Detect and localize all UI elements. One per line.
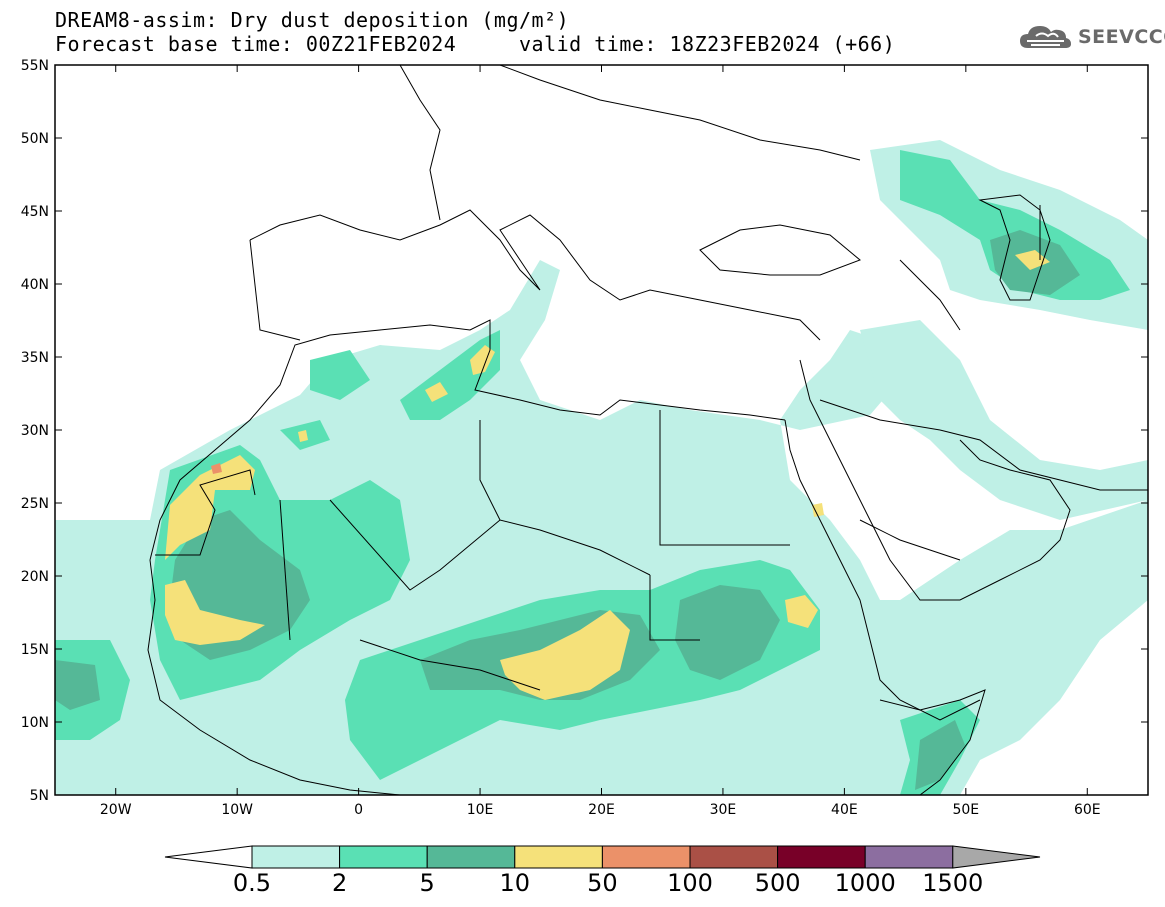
colorbar-level-label: 50 xyxy=(587,869,618,897)
lon-tick-label: 30E xyxy=(710,802,737,818)
colorbar-segment xyxy=(426,845,516,869)
lat-tick-label: 5N xyxy=(30,788,49,804)
dust-fill-layer xyxy=(55,140,1148,795)
lat-tick-label: 35N xyxy=(21,350,49,366)
lon-tick-label: 20E xyxy=(588,802,615,818)
lat-tick-label: 50N xyxy=(21,131,49,147)
lat-tick-label: 45N xyxy=(21,204,49,220)
colorbar-segment xyxy=(251,845,341,869)
colorbar-level-label: 1000 xyxy=(835,869,896,897)
map-title: DREAM8-assim: Dry dust deposition (mg/m²… xyxy=(55,8,570,32)
colorbar-segment xyxy=(601,845,691,869)
map-plot-area xyxy=(55,65,1148,795)
coastlines-borders xyxy=(147,65,1148,795)
lon-tick-label: 0 xyxy=(354,802,363,818)
lon-tick-label: 20W xyxy=(100,802,132,818)
colorbar-segment xyxy=(777,845,866,869)
logo-text: SEEVCCC xyxy=(1078,26,1165,48)
lat-tick-label: 55N xyxy=(21,58,49,74)
colorbar-over-arrow xyxy=(952,845,1041,869)
cloud-logo-icon xyxy=(1020,26,1071,48)
colorbar-level-label: 10 xyxy=(500,869,531,897)
colorbar-level-label: 2 xyxy=(332,869,347,897)
colorbar-level-label: 100 xyxy=(667,869,713,897)
colorbar-under-arrow xyxy=(164,845,253,869)
lat-tick-label: 40N xyxy=(21,277,49,293)
axis-ticks: 55N 50N 45N 40N 35N 30N 25N 20N 15N 10N 5N 20W 10W 0 1… xyxy=(21,58,1148,818)
colorbar-level-label: 500 xyxy=(755,869,801,897)
lon-tick-label: 60E xyxy=(1074,802,1101,818)
colorbar-segment xyxy=(339,845,428,869)
colorbar: 0.5 2 5 10 50 100 500 1000 1500 xyxy=(164,845,1041,897)
colorbar-level-label: 0.5 xyxy=(233,869,271,897)
forecast-times: Forecast base time: 00Z21FEB2024 valid t… xyxy=(55,32,896,56)
lat-tick-label: 25N xyxy=(21,496,49,512)
lat-tick-label: 10N xyxy=(21,715,49,731)
seevccc-logo: SEEVCCC xyxy=(1018,22,1165,52)
lat-tick-label: 15N xyxy=(21,642,49,658)
lon-tick-label: 10E xyxy=(467,802,494,818)
lat-tick-label: 20N xyxy=(21,569,49,585)
lon-tick-label: 50E xyxy=(952,802,979,818)
lon-tick-label: 10W xyxy=(221,802,253,818)
colorbar-segment xyxy=(514,845,603,869)
colorbar-level-label: 1500 xyxy=(922,869,983,897)
lat-tick-label: 30N xyxy=(21,423,49,439)
colorbar-segment xyxy=(689,845,779,869)
lon-tick-label: 40E xyxy=(831,802,858,818)
colorbar-segment xyxy=(864,845,954,869)
colorbar-level-label: 5 xyxy=(420,869,435,897)
